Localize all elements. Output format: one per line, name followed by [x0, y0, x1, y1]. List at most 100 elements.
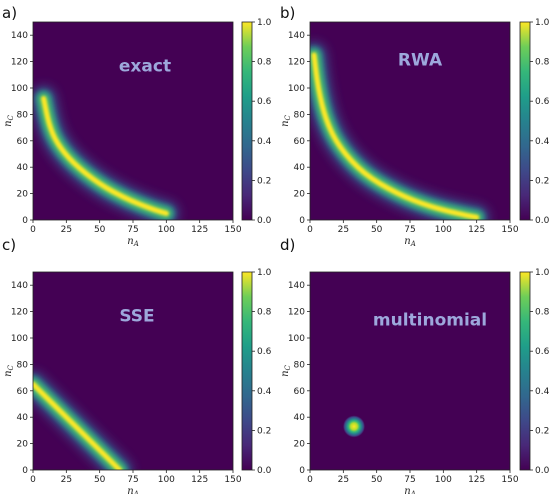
x-tick-label: 50 — [371, 475, 383, 485]
x-axis-label: nA — [404, 236, 416, 248]
panel-label: d) — [280, 236, 295, 254]
y-tick-label: 60 — [17, 137, 29, 147]
y-tick-label: 80 — [17, 110, 29, 120]
x-tick-label: 75 — [404, 225, 415, 235]
x-tick-label: 50 — [94, 225, 106, 235]
y-tick-label: 40 — [294, 413, 306, 423]
x-tick-label: 150 — [224, 475, 241, 485]
colorbar-tick-label: 1.0 — [257, 18, 272, 28]
colorbar — [241, 21, 253, 221]
x-tick-label: 75 — [404, 475, 415, 485]
colorbar-tick-label: 0.6 — [257, 97, 272, 107]
colorbar-tick-label: 1.0 — [535, 268, 550, 278]
y-tick-label: 20 — [294, 190, 306, 200]
density-band-layer-4 — [41, 96, 169, 216]
y-tick-label: 120 — [288, 58, 305, 68]
heatmap-background — [33, 272, 233, 470]
y-tick-label: 80 — [294, 360, 306, 370]
y-axis-label: nC — [3, 114, 15, 126]
colorbar-tick-label: 0.8 — [535, 58, 550, 68]
colorbar-tick-label: 0.0 — [257, 466, 272, 476]
colorbar — [241, 271, 253, 471]
y-tick-label: 80 — [17, 360, 29, 370]
y-tick-label: 140 — [288, 281, 305, 291]
y-tick-label: 120 — [11, 58, 28, 68]
colorbar-tick-label: 0.8 — [535, 308, 550, 318]
x-tick-label: 0 — [307, 475, 313, 485]
colorbar-tick-label: 1.0 — [535, 18, 550, 28]
y-tick-label: 20 — [17, 190, 29, 200]
y-tick-label: 80 — [294, 110, 306, 120]
colorbar-tick-label: 0.0 — [535, 466, 550, 476]
y-tick-label: 100 — [11, 334, 28, 344]
colorbar-tick-label: 0.8 — [257, 308, 272, 318]
y-tick-label: 40 — [17, 413, 29, 423]
x-tick-label: 75 — [127, 225, 138, 235]
x-tick-label: 25 — [338, 225, 349, 235]
y-tick-label: 0 — [22, 466, 28, 476]
colorbar-tick-label: 0.0 — [535, 216, 550, 226]
density-band-layer-4 — [311, 52, 480, 220]
y-tick-label: 60 — [17, 387, 29, 397]
y-tick-label: 100 — [288, 334, 305, 344]
x-tick-label: 100 — [158, 475, 175, 485]
colorbar-tick-label: 0.6 — [257, 347, 272, 357]
colorbar-tick-label: 0.2 — [535, 426, 549, 436]
x-tick-label: 125 — [191, 475, 208, 485]
x-tick-label: 100 — [435, 475, 452, 485]
x-tick-label: 150 — [501, 475, 518, 485]
x-axis-label: nA — [404, 486, 416, 494]
heatmap-background — [310, 272, 510, 470]
panel-2: 0 25 50 75 100 125 150 0 20 40 60 80 100 120 140 nA nC RW… — [280, 4, 550, 248]
colorbar — [519, 21, 531, 221]
x-tick-label: 125 — [468, 475, 485, 485]
colorbar-tick-label: 0.4 — [535, 387, 550, 397]
x-axis-label: nA — [127, 236, 139, 248]
panel-1: 0 25 50 75 100 125 150 0 20 40 60 80 100 120 140 nA nC ex… — [2, 4, 272, 248]
x-axis-label: nA — [127, 486, 139, 494]
y-tick-label: 40 — [17, 163, 29, 173]
x-tick-label: 150 — [501, 225, 518, 235]
x-tick-label: 0 — [307, 225, 313, 235]
x-tick-label: 0 — [30, 225, 36, 235]
y-tick-label: 20 — [294, 440, 306, 450]
panel-label: a) — [2, 4, 17, 22]
overlay-label: RWA — [398, 51, 443, 71]
y-tick-label: 100 — [288, 84, 305, 94]
colorbar-tick-label: 0.0 — [257, 216, 272, 226]
x-tick-label: 0 — [30, 475, 36, 485]
overlay-label: exact — [119, 57, 171, 77]
x-tick-label: 50 — [94, 475, 106, 485]
heatmap-background — [33, 22, 233, 220]
heatmap-density — [33, 85, 180, 220]
density-spot — [343, 415, 365, 438]
y-tick-label: 60 — [294, 137, 306, 147]
heatmap-density — [310, 42, 490, 220]
y-tick-label: 40 — [294, 163, 306, 173]
panel-4: 0 25 50 75 100 125 150 0 20 40 60 80 100 120 140 nA nC mu… — [280, 236, 550, 494]
x-tick-label: 50 — [371, 225, 383, 235]
colorbar-tick-label: 0.4 — [535, 137, 550, 147]
y-tick-label: 140 — [11, 31, 28, 41]
x-tick-label: 25 — [61, 225, 72, 235]
y-axis-label: nC — [3, 364, 15, 376]
colorbar-tick-label: 0.8 — [257, 58, 272, 68]
colorbar-tick-label: 0.6 — [535, 347, 550, 357]
colorbar-tick-label: 1.0 — [257, 268, 272, 278]
y-axis-label: nC — [280, 364, 292, 376]
y-tick-label: 60 — [294, 387, 306, 397]
y-tick-label: 100 — [11, 84, 28, 94]
x-tick-label: 100 — [435, 225, 452, 235]
colorbar-tick-label: 0.2 — [535, 176, 549, 186]
colorbar-tick-label: 0.4 — [257, 387, 272, 397]
x-tick-label: 25 — [338, 475, 349, 485]
heatmap-density — [343, 415, 365, 438]
y-tick-label: 140 — [11, 281, 28, 291]
x-tick-label: 25 — [61, 475, 72, 485]
panel-label: b) — [280, 4, 295, 22]
colorbar-tick-label: 0.6 — [535, 97, 550, 107]
x-tick-label: 150 — [224, 225, 241, 235]
y-axis-label: nC — [280, 114, 292, 126]
y-tick-label: 0 — [299, 466, 305, 476]
